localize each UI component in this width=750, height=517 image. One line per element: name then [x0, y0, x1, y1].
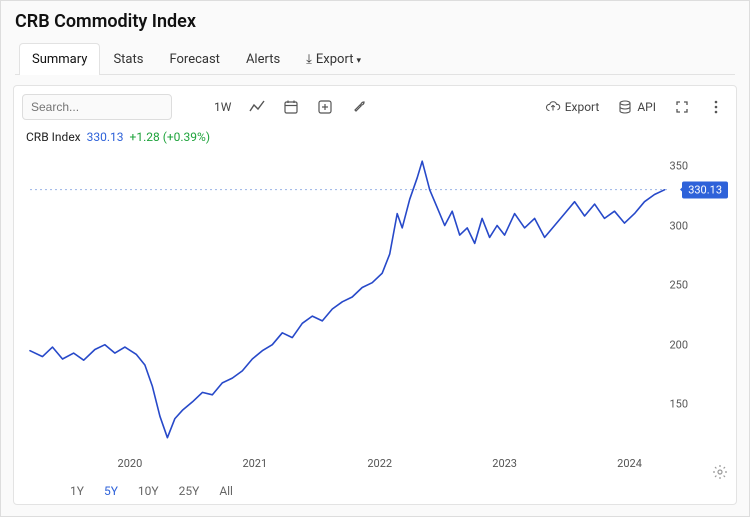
chart-area[interactable]: 15020025030035020202021202220232024330.1… — [22, 148, 728, 478]
range-1y[interactable]: 1Y — [64, 482, 90, 500]
period-button[interactable]: 1W — [210, 98, 235, 116]
export-button[interactable]: Export — [541, 97, 604, 117]
tab-export[interactable]: ⤓Export▾ — [293, 43, 374, 75]
tab-stats[interactable]: Stats — [100, 43, 156, 75]
search-wrap — [22, 94, 172, 120]
download-icon: ⤓ — [306, 52, 312, 67]
chart-toolbar: 1W Export API — [22, 94, 728, 120]
header: CRB Commodity Index SummaryStatsForecast… — [1, 1, 749, 75]
cloud-export-icon — [545, 99, 561, 115]
chart-legend: CRB Index 330.13 +1.28 (+0.39%) — [26, 130, 724, 144]
current-value-marker: 330.13 — [682, 181, 728, 198]
search-input[interactable] — [22, 94, 172, 120]
chart-svg — [22, 148, 722, 478]
plus-box-icon — [317, 99, 333, 115]
tab-forecast[interactable]: Forecast — [156, 43, 232, 75]
calendar-icon — [283, 99, 299, 115]
tab-summary[interactable]: Summary — [19, 43, 100, 75]
wrench-icon — [351, 99, 367, 115]
tab-alerts[interactable]: Alerts — [233, 43, 293, 75]
line-style-button[interactable] — [245, 97, 269, 117]
api-label: API — [637, 100, 656, 114]
fullscreen-button[interactable] — [670, 97, 694, 117]
time-range-bar: 1Y 5Y 10Y 25Y All — [22, 478, 728, 500]
page-title: CRB Commodity Index — [15, 11, 735, 32]
range-all[interactable]: All — [213, 482, 239, 500]
expand-icon — [674, 99, 690, 115]
line-chart-icon — [249, 99, 265, 115]
legend-change: +1.28 (+0.39%) — [130, 130, 210, 144]
export-label: Export — [565, 100, 600, 114]
api-button[interactable]: API — [613, 97, 660, 117]
calendar-button[interactable] — [279, 97, 303, 117]
page: CRB Commodity Index SummaryStatsForecast… — [0, 0, 750, 517]
range-5y[interactable]: 5Y — [98, 482, 124, 500]
database-icon — [617, 99, 633, 115]
range-25y[interactable]: 25Y — [173, 482, 206, 500]
tools-button[interactable] — [347, 97, 371, 117]
legend-name: CRB Index — [26, 130, 81, 144]
more-vertical-icon — [708, 99, 724, 115]
legend-value: 330.13 — [87, 130, 124, 144]
chart-card: 1W Export API CRB Index 330.13 +1.28 (+0… — [13, 85, 737, 505]
more-button[interactable] — [704, 97, 728, 117]
tab-bar: SummaryStatsForecastAlerts⤓Export▾ — [15, 42, 735, 75]
range-10y[interactable]: 10Y — [132, 482, 165, 500]
chart-settings-button[interactable] — [712, 464, 728, 484]
add-button[interactable] — [313, 97, 337, 117]
